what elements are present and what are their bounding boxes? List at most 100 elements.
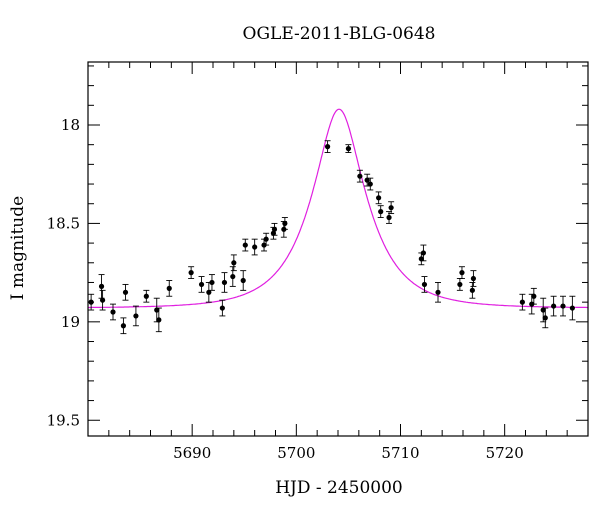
data-marker <box>367 181 373 187</box>
data-marker <box>122 289 129 295</box>
data-point <box>375 191 382 205</box>
x-tick-label: 5710 <box>381 444 419 462</box>
data-marker <box>542 315 548 321</box>
data-marker <box>120 323 127 329</box>
data-marker <box>345 146 352 152</box>
data-marker <box>240 277 246 284</box>
plot-frame <box>87 61 589 437</box>
data-marker <box>324 144 331 150</box>
data-marker <box>388 205 394 211</box>
data-marker <box>376 195 382 201</box>
data-point <box>367 177 374 191</box>
data-marker <box>209 279 215 286</box>
data-point <box>242 238 249 252</box>
data-point <box>542 307 549 329</box>
x-tick-label: 5720 <box>486 444 524 462</box>
data-marker <box>519 299 525 305</box>
data-marker <box>263 236 269 242</box>
data-marker <box>99 297 106 303</box>
data-point <box>198 276 205 293</box>
data-point <box>208 274 215 291</box>
data-point <box>99 289 106 311</box>
data-marker <box>198 281 205 288</box>
data-marker <box>560 303 566 309</box>
data-marker <box>271 226 278 232</box>
data-marker <box>378 209 384 215</box>
data-marker <box>459 270 465 276</box>
x-tick-label: 5690 <box>173 444 211 462</box>
y-tick-label: 19 <box>61 313 80 331</box>
data-marker <box>143 293 149 299</box>
data-point <box>469 282 476 299</box>
data-marker <box>252 244 258 250</box>
y-tick-label: 18.5 <box>47 214 80 232</box>
data-point <box>263 232 270 246</box>
data-marker <box>531 293 537 299</box>
data-point <box>271 222 278 236</box>
model-curve <box>88 108 588 309</box>
data-point <box>560 295 566 317</box>
data-marker <box>569 305 575 311</box>
data-marker <box>386 214 392 221</box>
data-marker <box>156 317 162 323</box>
x-axis-label: HJD - 2450000 <box>275 478 403 498</box>
data-marker <box>221 279 228 286</box>
data-point <box>221 272 228 293</box>
data-point <box>143 289 150 303</box>
data-point <box>377 205 384 218</box>
data-point <box>219 299 226 317</box>
data-marker <box>364 177 370 183</box>
data-marker <box>418 256 424 262</box>
data-point <box>356 169 363 183</box>
data-point <box>251 238 258 256</box>
data-point <box>421 276 428 293</box>
data-point <box>364 173 371 187</box>
data-point <box>166 280 173 297</box>
data-marker <box>206 289 212 295</box>
data-point <box>120 317 127 335</box>
data-point <box>324 140 331 153</box>
x-tick-label: 5700 <box>277 444 315 462</box>
data-marker <box>457 281 463 288</box>
data-marker <box>435 289 441 295</box>
data-point <box>530 287 537 305</box>
data-marker <box>470 275 477 282</box>
data-point <box>188 266 195 279</box>
data-marker <box>98 283 105 289</box>
data-point <box>519 293 526 311</box>
data-point <box>386 211 393 224</box>
data-marker <box>154 307 160 313</box>
data-marker <box>469 287 475 293</box>
data-marker <box>420 250 427 256</box>
data-marker <box>166 285 172 291</box>
data-point <box>98 274 105 299</box>
data-point <box>456 278 463 291</box>
data-point <box>470 270 477 287</box>
y-tick-label: 18 <box>61 116 80 134</box>
data-point <box>550 295 557 317</box>
data-marker <box>242 242 248 248</box>
data-point <box>345 144 352 153</box>
data-point <box>420 244 427 262</box>
chart-title: OGLE-2011-BLG-0648 <box>242 24 436 44</box>
data-marker <box>231 260 237 266</box>
data-point <box>132 305 139 327</box>
data-point <box>205 282 212 303</box>
y-tick-label: 19.5 <box>47 411 80 429</box>
data-point <box>122 283 129 301</box>
data-point <box>240 270 247 291</box>
data-marker <box>551 303 557 309</box>
data-point <box>230 254 237 272</box>
data-point <box>110 303 116 321</box>
data-point <box>458 266 465 279</box>
data-point <box>281 217 288 230</box>
data-marker <box>110 309 116 315</box>
data-point <box>388 201 395 215</box>
data-marker <box>133 313 139 319</box>
data-point <box>435 282 441 303</box>
data-marker <box>357 173 363 179</box>
data-marker <box>230 273 236 280</box>
data-marker <box>421 281 428 288</box>
data-point <box>155 307 162 333</box>
